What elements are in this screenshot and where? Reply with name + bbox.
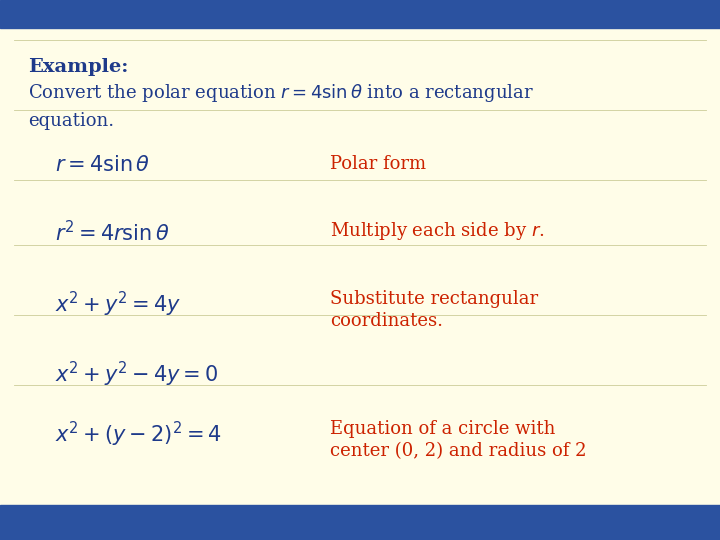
Text: Example:: Example: — [28, 58, 128, 76]
Text: equation.: equation. — [28, 112, 114, 130]
Text: Multiply each side by $r$.: Multiply each side by $r$. — [330, 220, 544, 242]
Text: $r = 4\sin\theta$: $r = 4\sin\theta$ — [55, 155, 150, 175]
Bar — [0, 0, 720, 28]
Text: $x^2 + y^2 = 4y$: $x^2 + y^2 = 4y$ — [55, 290, 181, 319]
Text: $r^2 = 4r\sin\theta$: $r^2 = 4r\sin\theta$ — [55, 220, 170, 245]
Text: Polar form: Polar form — [330, 155, 426, 173]
Text: coordinates.: coordinates. — [330, 312, 443, 330]
Text: Convert the polar equation $r = 4\sin\theta$ into a rectangular: Convert the polar equation $r = 4\sin\th… — [28, 82, 534, 104]
Text: Substitute rectangular: Substitute rectangular — [330, 290, 538, 308]
Text: $x^2 + y^2 - 4y = 0$: $x^2 + y^2 - 4y = 0$ — [55, 360, 218, 389]
Text: Equation of a circle with: Equation of a circle with — [330, 420, 555, 438]
Bar — [0, 505, 720, 540]
Text: Copyright © by Houghton Mifflin Company, Inc. All rights reserved.: Copyright © by Houghton Mifflin Company,… — [18, 518, 393, 528]
Text: 32: 32 — [683, 516, 702, 530]
Text: $x^2 + (y-2)^2 = 4$: $x^2 + (y-2)^2 = 4$ — [55, 420, 222, 449]
Text: center (0, 2) and radius of 2: center (0, 2) and radius of 2 — [330, 442, 587, 460]
